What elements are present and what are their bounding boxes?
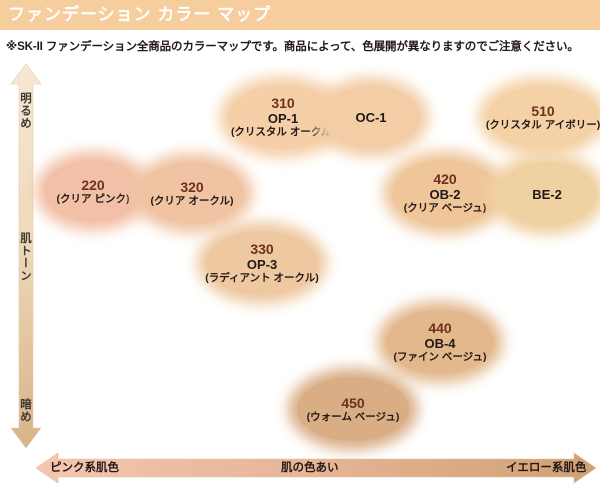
swatch-alt-code: OB-2	[429, 187, 461, 202]
axis-label-yellow-skin: イエロー系肌色	[506, 462, 587, 474]
swatch-code: 450	[341, 394, 365, 411]
swatch-shade-name: (クリア ピンク)	[56, 192, 130, 205]
swatch-code: 330	[250, 241, 274, 257]
swatch-shade-name: (ウォーム ベージュ)	[306, 410, 400, 423]
swatch-shade-name: (クリア ベージュ)	[403, 202, 487, 214]
swatch-code: 420	[433, 171, 457, 187]
skin-hue-axis	[36, 452, 596, 484]
swatch-code: 510	[531, 102, 555, 119]
color-swatch[interactable]: 420 OB-2 (クリア ベージュ)	[392, 160, 498, 226]
color-swatch[interactable]: 220 (クリア ピンク)	[44, 160, 142, 222]
color-swatch[interactable]: BE-2	[497, 162, 597, 226]
swatch-alt-code: OP-3	[246, 257, 278, 272]
axis-label-darker: 暗め	[19, 398, 31, 423]
swatch-shade-name: (ラディアント オークル)	[205, 272, 319, 284]
axis-label-pink-skin: ピンク系肌色	[50, 462, 119, 474]
swatch-alt-code: OC-1	[355, 109, 387, 125]
swatch-code: 320	[180, 178, 204, 195]
swatch-alt-code: OP-1	[267, 111, 299, 126]
color-swatch[interactable]: 310 OP-1 (クリスタル オークル)	[228, 85, 338, 149]
swatch-alt-code: OB-4	[424, 336, 456, 351]
title-bar: ファンデーション カラー マップ	[0, 0, 600, 30]
swatch-shade-name: (クリスタル アイボリー)	[485, 118, 600, 131]
color-swatch[interactable]: OC-1	[322, 86, 420, 148]
subtitle-note: ※SK-II ファンデーション全商品のカラーマップです。商品によって、色展開が異…	[6, 41, 579, 53]
swatch-code: 310	[271, 95, 295, 111]
swatch-code: 440	[428, 320, 452, 336]
color-swatch[interactable]: 440 OB-4 (ファイン ベージュ)	[386, 310, 494, 374]
swatch-shade-name: (クリスタル オークル)	[230, 126, 336, 138]
skin-tone-axis	[10, 64, 42, 448]
axis-label-skin-tone: 肌トーン	[19, 232, 31, 282]
color-swatch[interactable]: 510 (クリスタル アイボリー)	[485, 86, 600, 148]
color-swatch[interactable]: 330 OP-3 (ラディアント オークル)	[205, 231, 319, 295]
swatch-code: 220	[81, 176, 105, 193]
axis-label-skin-hue: 肌の色あい	[281, 462, 339, 474]
axis-label-brighter: 明るめ	[19, 92, 31, 130]
color-swatch[interactable]: 320 (クリア オークル)	[140, 162, 244, 224]
page-title: ファンデーション カラー マップ	[8, 5, 272, 24]
color-swatch[interactable]: 450 (ウォーム ベージュ)	[297, 377, 409, 441]
swatch-shade-name: (クリア オークル)	[150, 194, 234, 207]
swatch-shade-name: (ファイン ベージュ)	[393, 351, 487, 363]
swatch-alt-code: BE-2	[532, 186, 562, 202]
